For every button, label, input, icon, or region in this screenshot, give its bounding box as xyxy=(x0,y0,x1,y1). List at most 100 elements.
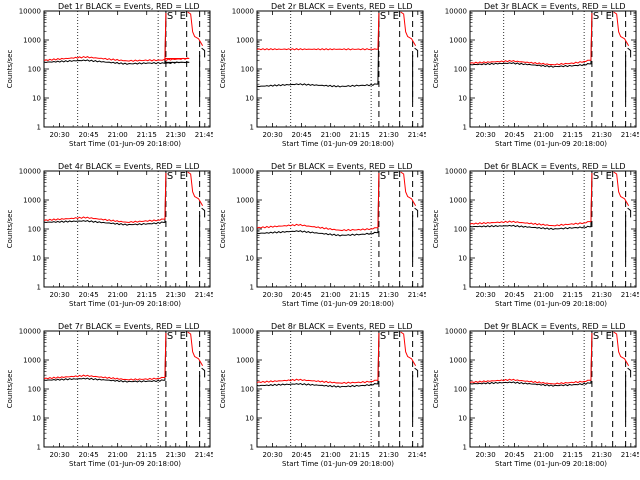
y-tick-label: 1000 xyxy=(236,197,254,205)
y-tick-label: 10000 xyxy=(445,328,467,336)
plot-frame xyxy=(256,10,424,128)
x-tick-label: 21:30 xyxy=(592,131,612,139)
marker-s: S xyxy=(380,171,386,182)
y-axis-label: Counts/sec xyxy=(219,50,227,89)
x-axis-label: Start Time (01-Jun-09 20:18:00) xyxy=(69,300,181,308)
y-axis-label: Counts/sec xyxy=(432,50,440,89)
plot-frame xyxy=(43,330,211,448)
x-tick-label: 21:15 xyxy=(350,451,370,459)
marker-s: S xyxy=(380,331,386,342)
x-tick-label: 21:30 xyxy=(166,291,186,299)
x-tick-label: 21:15 xyxy=(350,291,370,299)
x-axis-label: Start Time (01-Jun-09 20:18:00) xyxy=(282,460,394,468)
plot-frame xyxy=(469,10,637,128)
series-lld xyxy=(43,172,167,224)
y-tick-label: 1000 xyxy=(23,37,41,45)
x-tick-label: 21:45 xyxy=(408,291,426,299)
series-events-decay xyxy=(627,207,632,218)
series-lld xyxy=(256,332,380,384)
y-tick-label: 100 xyxy=(241,66,254,74)
chart-title: Det 9r BLACK = Events, RED = LLD xyxy=(484,322,626,331)
x-tick-label: 21:30 xyxy=(379,131,399,139)
plot-frame xyxy=(256,170,424,288)
y-tick-label: 100 xyxy=(28,66,41,74)
x-tick-label: 20:45 xyxy=(505,451,525,459)
x-axis-label: Start Time (01-Jun-09 20:18:00) xyxy=(69,140,181,148)
chart-title: Det 1r BLACK = Events, RED = LLD xyxy=(58,2,200,11)
x-tick-label: 21:45 xyxy=(195,451,213,459)
series-lld xyxy=(469,332,593,385)
series-events xyxy=(256,16,380,88)
y-tick-label: 1000 xyxy=(236,357,254,365)
series-lld xyxy=(469,12,593,66)
marker-s: S xyxy=(167,11,173,22)
series-events-decay xyxy=(201,367,206,378)
detector-panel-3: Det 3r BLACK = Events, RED = LLD 1 10 100 10… xyxy=(426,0,639,160)
y-tick-label: 10 xyxy=(32,415,41,423)
x-axis-label: Start Time (01-Jun-09 20:18:00) xyxy=(282,300,394,308)
x-tick-label: 21:15 xyxy=(137,131,157,139)
series-events xyxy=(256,336,380,388)
series-lld-decay xyxy=(613,331,630,367)
x-tick-label: 20:30 xyxy=(475,131,495,139)
x-axis-label: Start Time (01-Jun-09 20:18:00) xyxy=(282,140,394,148)
series-events xyxy=(256,176,380,237)
x-tick-label: 21:45 xyxy=(408,451,426,459)
x-tick-label: 21:30 xyxy=(166,131,186,139)
series-events xyxy=(469,16,593,68)
y-axis-label: Counts/sec xyxy=(432,210,440,249)
x-tick-label: 20:45 xyxy=(79,131,99,139)
series-events-decay xyxy=(201,207,206,218)
x-tick-label: 21:00 xyxy=(321,451,341,459)
detector-panel-4: Det 4r BLACK = Events, RED = LLD 1 10 100 10… xyxy=(0,160,213,320)
series-lld-decay xyxy=(400,331,417,367)
x-tick-label: 21:45 xyxy=(195,131,213,139)
x-tick-label: 20:30 xyxy=(475,451,495,459)
y-tick-label: 10000 xyxy=(19,328,41,336)
y-tick-label: 10 xyxy=(32,255,41,263)
x-tick-label: 21:30 xyxy=(592,451,612,459)
x-tick-label: 21:45 xyxy=(621,131,639,139)
chart-title: Det 8r BLACK = Events, RED = LLD xyxy=(271,322,413,331)
series-lld-decay xyxy=(613,11,630,47)
chart-title: Det 4r BLACK = Events, RED = LLD xyxy=(58,162,200,171)
marker-e: E xyxy=(606,331,612,342)
marker-e: E xyxy=(393,171,399,182)
y-tick-label: 10000 xyxy=(232,8,254,16)
marker-e: E xyxy=(180,331,186,342)
detector-chart-3: Det 3r BLACK = Events, RED = LLD 1 10 100 10… xyxy=(432,2,639,148)
series-events-decay xyxy=(414,207,419,218)
x-tick-label: 20:45 xyxy=(505,291,525,299)
detector-chart-9: Det 9r BLACK = Events, RED = LLD 1 10 100 10… xyxy=(432,322,639,468)
marker-s: S xyxy=(380,11,386,22)
y-tick-label: 1 xyxy=(37,444,41,452)
series-lld-decay xyxy=(400,171,417,207)
y-tick-label: 1 xyxy=(250,124,254,132)
x-tick-label: 20:30 xyxy=(49,451,69,459)
series-lld xyxy=(256,172,380,232)
y-tick-label: 1000 xyxy=(23,357,41,365)
y-axis-label: Counts/sec xyxy=(6,50,14,89)
detector-chart-1: Det 1r BLACK = Events, RED = LLD 1 10 100 10… xyxy=(6,2,213,148)
y-axis-label: Counts/sec xyxy=(432,370,440,409)
y-tick-label: 1 xyxy=(250,444,254,452)
detector-panel-9: Det 9r BLACK = Events, RED = LLD 1 10 100 10… xyxy=(426,320,639,480)
y-tick-label: 1 xyxy=(463,284,467,292)
chart-title: Det 7r BLACK = Events, RED = LLD xyxy=(58,322,200,331)
y-tick-label: 1 xyxy=(250,284,254,292)
detector-panel-6: Det 6r BLACK = Events, RED = LLD 1 10 100 10… xyxy=(426,160,639,320)
x-axis-label: Start Time (01-Jun-09 20:18:00) xyxy=(69,460,181,468)
y-tick-label: 1 xyxy=(463,124,467,132)
x-tick-label: 20:30 xyxy=(262,291,282,299)
marker-s: S xyxy=(167,171,173,182)
y-tick-label: 100 xyxy=(28,226,41,234)
detector-panel-5: Det 5r BLACK = Events, RED = LLD 1 10 100 10… xyxy=(213,160,426,320)
x-tick-label: 21:45 xyxy=(195,291,213,299)
chart-title: Det 6r BLACK = Events, RED = LLD xyxy=(484,162,626,171)
y-tick-label: 10 xyxy=(245,95,254,103)
marker-s: S xyxy=(167,331,173,342)
x-tick-label: 20:45 xyxy=(79,291,99,299)
x-tick-label: 21:45 xyxy=(621,291,639,299)
series-events xyxy=(469,176,593,231)
